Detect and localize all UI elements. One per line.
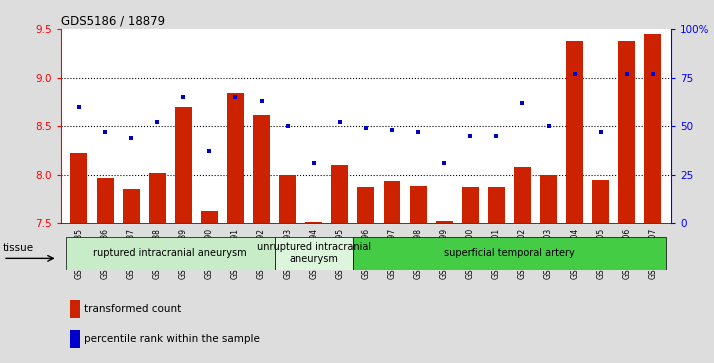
Point	[491, 133, 502, 139]
Point	[126, 135, 137, 141]
Point	[517, 100, 528, 106]
Point	[99, 129, 111, 135]
Bar	[253, 115, 270, 223]
Bar	[592, 180, 609, 223]
Point	[282, 123, 293, 129]
Bar	[66, 237, 275, 270]
Point	[360, 125, 371, 131]
Point	[465, 133, 476, 139]
Text: superficial temporal artery: superficial temporal artery	[444, 248, 575, 258]
Text: tissue: tissue	[3, 243, 34, 253]
Point	[308, 160, 319, 166]
Bar	[540, 175, 557, 223]
Bar	[645, 34, 661, 223]
Bar	[96, 178, 114, 223]
Bar	[488, 187, 505, 223]
Point	[569, 71, 580, 77]
Bar	[306, 222, 322, 223]
Point	[647, 71, 658, 77]
Bar	[275, 237, 353, 270]
Bar	[514, 167, 531, 223]
Bar	[71, 153, 87, 223]
Bar	[227, 93, 244, 223]
Point	[151, 119, 163, 125]
Text: percentile rank within the sample: percentile rank within the sample	[84, 334, 260, 344]
Point	[543, 123, 554, 129]
Text: transformed count: transformed count	[84, 304, 181, 314]
Text: ruptured intracranial aneurysm: ruptured intracranial aneurysm	[94, 248, 247, 258]
Bar	[618, 41, 635, 223]
Bar	[70, 299, 80, 318]
Point	[413, 129, 424, 135]
Bar	[331, 165, 348, 223]
Bar	[358, 187, 374, 223]
Bar	[566, 41, 583, 223]
Point	[595, 129, 606, 135]
Bar	[201, 211, 218, 223]
Text: unruptured intracranial
aneurysm: unruptured intracranial aneurysm	[257, 242, 371, 264]
Point	[438, 160, 450, 166]
Text: GDS5186 / 18879: GDS5186 / 18879	[61, 15, 165, 28]
Bar	[410, 186, 426, 223]
Bar	[462, 187, 479, 223]
Bar	[383, 182, 401, 223]
Point	[334, 119, 346, 125]
Bar	[149, 173, 166, 223]
Bar	[123, 189, 140, 223]
Bar	[279, 175, 296, 223]
Point	[178, 94, 189, 100]
Bar	[175, 107, 192, 223]
Point	[256, 98, 267, 104]
Point	[386, 127, 398, 133]
Bar	[353, 237, 666, 270]
Point	[230, 94, 241, 100]
Point	[74, 104, 85, 110]
Point	[203, 148, 215, 154]
Bar	[436, 221, 453, 223]
Bar	[70, 330, 80, 348]
Point	[621, 71, 633, 77]
